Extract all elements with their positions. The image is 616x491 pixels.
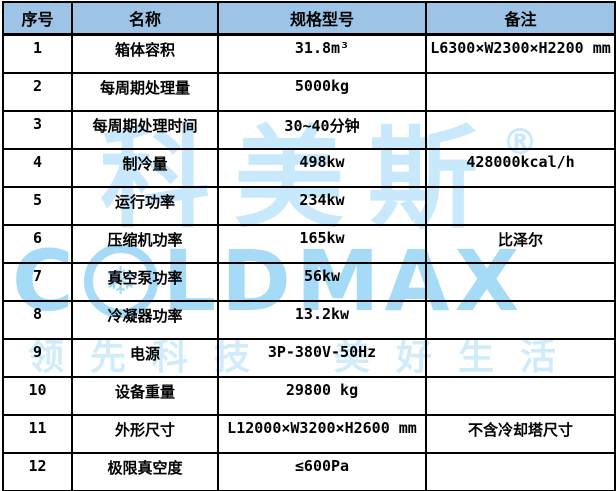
cell-note bbox=[425, 452, 616, 491]
cell-name: 真空泵功率 bbox=[71, 262, 219, 302]
table-row: 7 真空泵功率 56kw bbox=[2, 262, 616, 302]
cell-name: 箱体容积 bbox=[71, 33, 219, 74]
table-row: 11 外形尺寸 L12000×W3200×H2600 mm 不含冷却塔尺寸 bbox=[2, 414, 616, 454]
cell-no: 6 bbox=[2, 224, 73, 264]
cell-name: 极限真空度 bbox=[71, 452, 219, 491]
table-row: 2 每周期处理量 5000kg bbox=[2, 72, 616, 112]
cell-no: 3 bbox=[2, 110, 73, 150]
cell-name: 制冷量 bbox=[71, 148, 219, 188]
cell-name: 外形尺寸 bbox=[71, 414, 219, 454]
table-row: 1 箱体容积 31.8m³ L6300×W2300×H2200 mm bbox=[2, 33, 616, 74]
cell-no: 7 bbox=[2, 262, 73, 302]
cell-note: 428000kcal/h bbox=[425, 148, 616, 188]
cell-note: 比泽尔 bbox=[425, 224, 616, 264]
table-row: 6 压缩机功率 165kw 比泽尔 bbox=[2, 224, 616, 264]
cell-spec: 56kw bbox=[217, 262, 427, 302]
cell-name: 运行功率 bbox=[71, 186, 219, 226]
cell-spec: 29800 kg bbox=[217, 376, 427, 416]
cell-spec: ≤600Pa bbox=[217, 452, 427, 491]
cell-note bbox=[425, 186, 616, 226]
cell-no: 11 bbox=[2, 414, 73, 454]
cell-note bbox=[425, 338, 616, 378]
cell-name: 设备重量 bbox=[71, 376, 219, 416]
cell-note bbox=[425, 262, 616, 302]
cell-no: 10 bbox=[2, 376, 73, 416]
cell-note bbox=[425, 72, 616, 112]
table-row: 4 制冷量 498kw 428000kcal/h bbox=[2, 148, 616, 188]
table-row: 3 每周期处理时间 30~40分钟 bbox=[2, 110, 616, 150]
table-row: 9 电源 3P-380V-50Hz bbox=[2, 338, 616, 378]
cell-note bbox=[425, 300, 616, 340]
cell-spec: 31.8m³ bbox=[217, 33, 427, 74]
cell-name: 每周期处理量 bbox=[71, 72, 219, 112]
cell-spec: 5000kg bbox=[217, 72, 427, 112]
cell-note: 不含冷却塔尺寸 bbox=[425, 414, 616, 454]
cell-name: 冷凝器功率 bbox=[71, 300, 219, 340]
cell-no: 1 bbox=[2, 33, 73, 74]
cell-spec: 234kw bbox=[217, 186, 427, 226]
cell-no: 2 bbox=[2, 72, 73, 112]
cell-name: 电源 bbox=[71, 338, 219, 378]
header-row: 序号 名称 规格型号 备注 bbox=[2, 1, 616, 36]
cell-name: 压缩机功率 bbox=[71, 224, 219, 264]
cell-no: 9 bbox=[2, 338, 73, 378]
header-cell-spec: 规格型号 bbox=[217, 1, 427, 36]
cell-name: 每周期处理时间 bbox=[71, 110, 219, 150]
cell-no: 5 bbox=[2, 186, 73, 226]
cell-no: 8 bbox=[2, 300, 73, 340]
cell-note bbox=[425, 110, 616, 150]
table-row: 10 设备重量 29800 kg bbox=[2, 376, 616, 416]
cell-spec: L12000×W3200×H2600 mm bbox=[217, 414, 427, 454]
table-row: 12 极限真空度 ≤600Pa bbox=[2, 452, 616, 491]
cell-spec: 30~40分钟 bbox=[217, 110, 427, 150]
cell-spec: 498kw bbox=[217, 148, 427, 188]
header-cell-name: 名称 bbox=[71, 1, 219, 36]
cell-note: L6300×W2300×H2200 mm bbox=[425, 33, 616, 74]
header-cell-no: 序号 bbox=[2, 1, 73, 36]
header-cell-note: 备注 bbox=[425, 1, 616, 36]
cell-no: 4 bbox=[2, 148, 73, 188]
cell-no: 12 bbox=[2, 452, 73, 491]
cell-spec: 165kw bbox=[217, 224, 427, 264]
cell-spec: 13.2kw bbox=[217, 300, 427, 340]
table-row: 8 冷凝器功率 13.2kw bbox=[2, 300, 616, 340]
table-body: 1 箱体容积 31.8m³ L6300×W2300×H2200 mm 2 每周期处理量 50… bbox=[2, 33, 616, 491]
cell-spec: 3P-380V-50Hz bbox=[217, 338, 427, 378]
cell-note bbox=[425, 376, 616, 416]
table-row: 5 运行功率 234kw bbox=[2, 186, 616, 226]
